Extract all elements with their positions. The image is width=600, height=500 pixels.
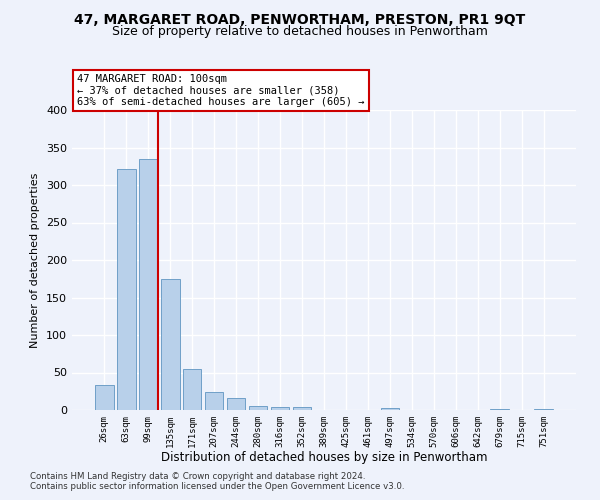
Bar — [271, 407, 289, 410]
Text: Contains public sector information licensed under the Open Government Licence v3: Contains public sector information licen… — [30, 482, 404, 491]
Bar — [249, 406, 268, 410]
Text: 47 MARGARET ROAD: 100sqm
← 37% of detached houses are smaller (358)
63% of semi-: 47 MARGARET ROAD: 100sqm ← 37% of detach… — [77, 74, 365, 107]
Bar — [227, 398, 245, 410]
Text: 47, MARGARET ROAD, PENWORTHAM, PRESTON, PR1 9QT: 47, MARGARET ROAD, PENWORTHAM, PRESTON, … — [74, 12, 526, 26]
Bar — [139, 159, 158, 410]
Bar — [205, 392, 223, 410]
Bar — [380, 408, 399, 410]
Bar — [490, 408, 509, 410]
Text: Distribution of detached houses by size in Penwortham: Distribution of detached houses by size … — [161, 451, 487, 464]
Y-axis label: Number of detached properties: Number of detached properties — [31, 172, 40, 348]
Bar — [95, 385, 113, 410]
Bar — [535, 409, 553, 410]
Text: Contains HM Land Registry data © Crown copyright and database right 2024.: Contains HM Land Registry data © Crown c… — [30, 472, 365, 481]
Text: Size of property relative to detached houses in Penwortham: Size of property relative to detached ho… — [112, 25, 488, 38]
Bar — [293, 407, 311, 410]
Bar — [117, 168, 136, 410]
Bar — [161, 279, 179, 410]
Bar — [183, 369, 202, 410]
